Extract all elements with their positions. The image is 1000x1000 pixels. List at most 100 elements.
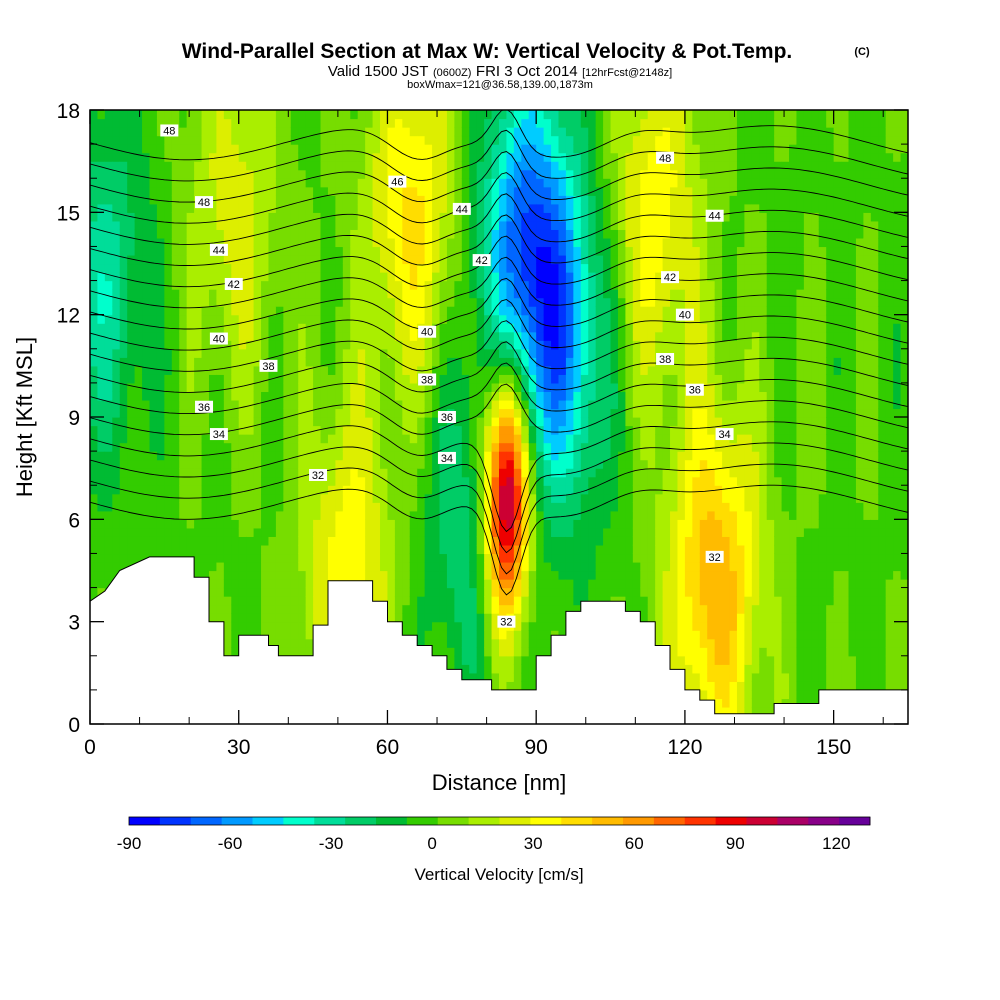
velocity-cell [119,254,128,265]
velocity-cell [454,510,463,520]
velocity-cell [580,425,589,435]
velocity-cell [142,544,151,555]
velocity-cell [573,510,582,520]
velocity-cell [536,186,545,196]
velocity-cell [186,246,195,256]
velocity-cell [104,297,113,307]
velocity-cell [543,587,552,597]
velocity-cell [216,399,225,410]
velocity-cell [417,621,426,631]
velocity-cell [521,579,530,589]
velocity-cell [179,510,188,520]
velocity-cell [238,297,247,307]
velocity-cell [90,442,99,452]
velocity-cell [201,152,210,162]
velocity-cell [253,425,262,435]
velocity-cell [134,178,143,188]
velocity-cell [112,254,121,265]
velocity-cell [513,485,522,495]
velocity-cell [491,220,500,230]
velocity-cell [342,110,351,120]
velocity-cell [127,365,136,375]
velocity-cell [521,374,530,384]
velocity-cell [365,289,374,299]
velocity-cell [104,348,113,358]
velocity-cell [149,459,158,469]
velocity-cell [543,570,552,580]
velocity-cell [380,127,389,137]
velocity-cell [275,246,284,256]
velocity-cell [350,229,359,239]
velocity-cell [208,544,218,555]
velocity-cell [595,237,604,248]
velocity-cell [283,561,292,572]
velocity-cell [268,186,277,196]
velocity-cell [112,391,121,401]
velocity-cell [499,681,508,691]
velocity-cell [90,203,99,213]
velocity-cell [90,169,99,179]
velocity-cell [432,127,441,137]
velocity-cell [469,544,478,555]
velocity-cell [305,118,314,128]
velocity-cell [246,195,255,205]
velocity-cell [305,493,314,503]
velocity-cell [491,212,500,222]
velocity-cell [595,110,604,120]
velocity-cell [238,220,247,230]
velocity-cell [394,476,403,486]
velocity-cell [387,323,396,333]
velocity-cell [179,348,188,358]
velocity-cell [506,374,515,384]
velocity-cell [476,161,485,171]
velocity-cell [424,169,433,179]
velocity-cell [528,220,537,230]
velocity-cell [90,451,99,461]
velocity-cell [424,434,433,444]
velocity-cell [380,348,389,358]
velocity-cell [513,621,522,631]
velocity-cell [484,135,493,145]
velocity-cell [387,604,396,614]
velocity-cell [261,254,270,265]
velocity-cell [179,425,188,435]
velocity-cell [484,442,493,452]
velocity-cell [112,374,121,384]
velocity-cell [558,630,567,640]
velocity-cell [536,118,545,128]
velocity-cell [208,519,218,529]
velocity-cell [149,451,158,461]
velocity-cell [268,476,277,486]
velocity-cell [595,502,604,512]
velocity-cell [179,186,188,196]
velocity-cell [417,178,426,188]
velocity-cell [372,144,381,154]
velocity-cell [528,493,537,503]
velocity-cell [112,237,121,248]
velocity-cell [476,110,485,120]
velocity-cell [194,323,203,333]
velocity-cell [104,374,113,384]
velocity-cell [454,451,463,461]
velocity-cell [186,536,195,546]
velocity-cell [186,169,195,179]
velocity-cell [476,237,485,248]
velocity-cell [521,570,530,580]
velocity-cell [104,579,113,589]
velocity-cell [327,246,336,256]
velocity-cell [335,391,344,401]
velocity-cell [164,391,173,401]
velocity-cell [283,365,292,375]
velocity-cell [380,152,389,162]
velocity-cell [536,178,545,188]
velocity-cell [290,169,299,179]
velocity-cell [461,553,470,563]
velocity-cell [134,254,143,265]
velocity-cell [595,579,604,589]
velocity-cell [372,289,381,299]
velocity-cell [491,519,500,529]
velocity-cell [208,263,218,273]
velocity-cell [156,451,165,461]
velocity-cell [231,451,240,461]
velocity-cell [268,152,277,162]
